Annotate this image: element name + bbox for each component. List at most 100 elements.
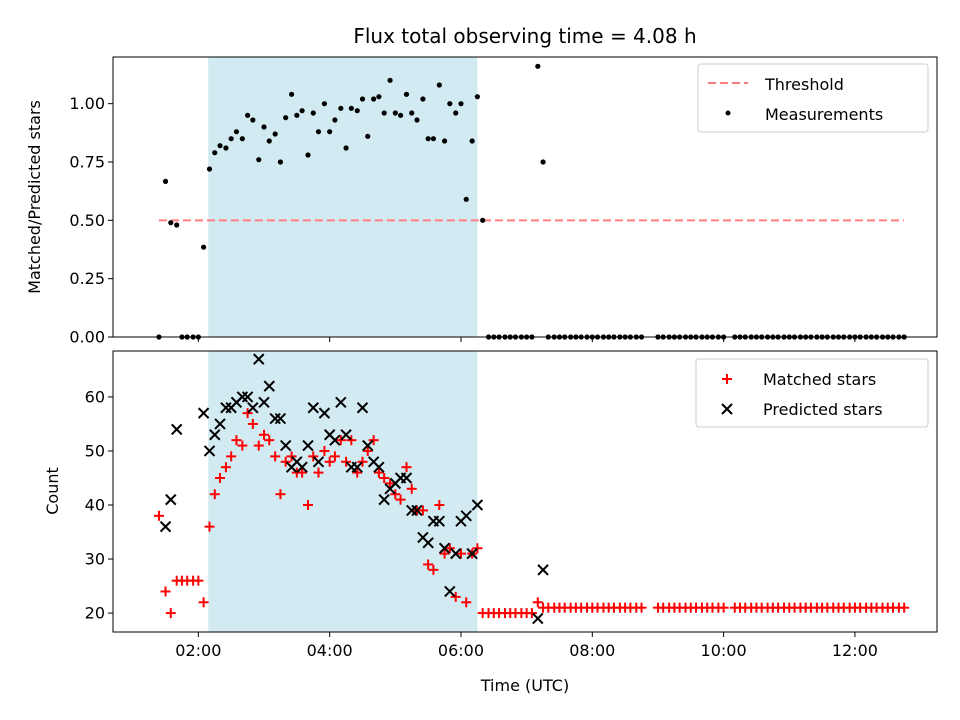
- measurement-point: [223, 145, 229, 151]
- measurement-point: [348, 105, 354, 111]
- measurement-point: [376, 94, 382, 100]
- measurement-point: [535, 63, 541, 69]
- y-tick-label: 0.75: [69, 153, 105, 172]
- predicted-star-point: [165, 493, 177, 506]
- measurement-point: [261, 124, 267, 130]
- y-tick-label: 0.50: [69, 211, 105, 230]
- legend-predicted-marker: [721, 403, 733, 415]
- matched-star-point: [335, 435, 346, 446]
- measurement-point: [403, 91, 410, 97]
- y-tick-label: 60: [85, 387, 105, 406]
- bottom-legend: Matched stars Predicted stars: [695, 358, 929, 428]
- measurement-point: [283, 115, 289, 121]
- predicted-star-point: [258, 396, 270, 409]
- matched-star-point: [428, 564, 439, 575]
- measurement-point: [365, 133, 371, 139]
- matched-star-point: [718, 602, 729, 613]
- measurement-point: [338, 105, 344, 111]
- bottom-x-ticks: 02:00 04:00 06:00 08:00 10:00 12:00: [175, 632, 878, 660]
- matched-star-point: [385, 478, 396, 489]
- predicted-star-point: [411, 504, 423, 517]
- predicted-star-point: [197, 407, 210, 419]
- matched-star-point: [362, 445, 373, 456]
- y-tick-label: 1.00: [69, 94, 105, 113]
- top-x-ticks: [197, 337, 856, 342]
- predicted-star-point: [214, 418, 226, 430]
- matched-star-point: [526, 608, 537, 619]
- measurement-point: [332, 117, 338, 123]
- measurement-point: [168, 220, 174, 226]
- y-tick-label: 0.00: [69, 328, 105, 347]
- top-legend-box: [697, 63, 929, 133]
- bottom-y-ticks: 20 30 40 50 60: [85, 387, 113, 623]
- measurement-point: [453, 110, 459, 116]
- legend-threshold-label: Threshold: [764, 75, 844, 94]
- measurement-point: [425, 136, 431, 142]
- measurement-point: [244, 112, 251, 118]
- matched-star-point: [247, 418, 258, 429]
- predicted-star-point: [279, 439, 292, 452]
- top-y-axis-label: Matched/Predicted stars: [25, 100, 44, 294]
- measurement-point: [217, 143, 223, 149]
- chart-title: Flux total observing time = 4.08 h: [353, 24, 696, 48]
- y-tick-label: 50: [85, 441, 105, 460]
- predicted-star-point: [438, 542, 451, 554]
- measurement-point: [354, 108, 360, 114]
- matched-star-point: [434, 500, 445, 511]
- matched-star-point: [357, 456, 368, 467]
- matched-star-point: [259, 429, 270, 440]
- measurement-point: [321, 101, 328, 107]
- matched-star-point: [341, 456, 352, 467]
- x-tick-label: 02:00: [175, 641, 221, 660]
- matched-star-point: [899, 602, 910, 613]
- matched-star-point: [286, 451, 297, 462]
- measurement-point: [294, 112, 300, 118]
- measurement-point: [343, 145, 349, 151]
- measurement-point: [305, 152, 311, 158]
- matched-star-point: [346, 435, 357, 446]
- matched-star-point: [165, 608, 176, 619]
- predicted-star-point: [296, 461, 308, 473]
- matched-star-point: [253, 440, 264, 451]
- predicted-star-point: [466, 547, 478, 560]
- measurement-point: [458, 101, 464, 107]
- measurement-point: [381, 110, 387, 116]
- x-axis-label: Time (UTC): [480, 676, 569, 695]
- x-tick-label: 10:00: [701, 641, 747, 660]
- predicted-stars-points: [159, 353, 549, 625]
- bottom-observing-window: [208, 351, 478, 632]
- measurement-point: [310, 110, 316, 116]
- measurement-point: [463, 196, 469, 202]
- matched-star-point: [303, 500, 314, 511]
- measurement-point: [447, 101, 453, 107]
- matched-star-point: [308, 451, 319, 462]
- y-tick-label: 20: [85, 604, 105, 623]
- measurement-point: [174, 222, 180, 228]
- predicted-star-point: [209, 429, 221, 441]
- predicted-star-point: [335, 396, 347, 409]
- matched-star-point: [226, 451, 237, 462]
- predicted-star-point: [263, 380, 275, 392]
- legend-measurements-label: Measurements: [765, 105, 883, 124]
- matched-star-point: [379, 472, 390, 483]
- y-tick-label: 30: [85, 550, 105, 569]
- predicted-star-point: [318, 407, 331, 419]
- predicted-star-point: [307, 402, 319, 414]
- predicted-star-point: [532, 612, 544, 625]
- measurement-point: [239, 136, 245, 142]
- measurement-point: [469, 138, 475, 144]
- top-legend: Threshold Measurements: [697, 63, 929, 133]
- predicted-star-point: [422, 537, 434, 549]
- predicted-star-point: [373, 461, 385, 473]
- matched-star-point: [319, 445, 330, 456]
- measurement-point: [387, 77, 393, 83]
- measurement-point: [474, 94, 480, 100]
- top-axes-frame: [112, 56, 938, 338]
- matched-star-point: [313, 467, 324, 478]
- measurement-point: [359, 96, 366, 102]
- measurement-point: [233, 129, 240, 135]
- predicted-star-point: [170, 423, 183, 436]
- measurement-point: [480, 217, 486, 223]
- bottom-panel: 20 30 40 50 60 02:00 04:00 06:00 08:00 10:00 12:0…: [43, 350, 938, 695]
- matched-star-point: [373, 467, 384, 478]
